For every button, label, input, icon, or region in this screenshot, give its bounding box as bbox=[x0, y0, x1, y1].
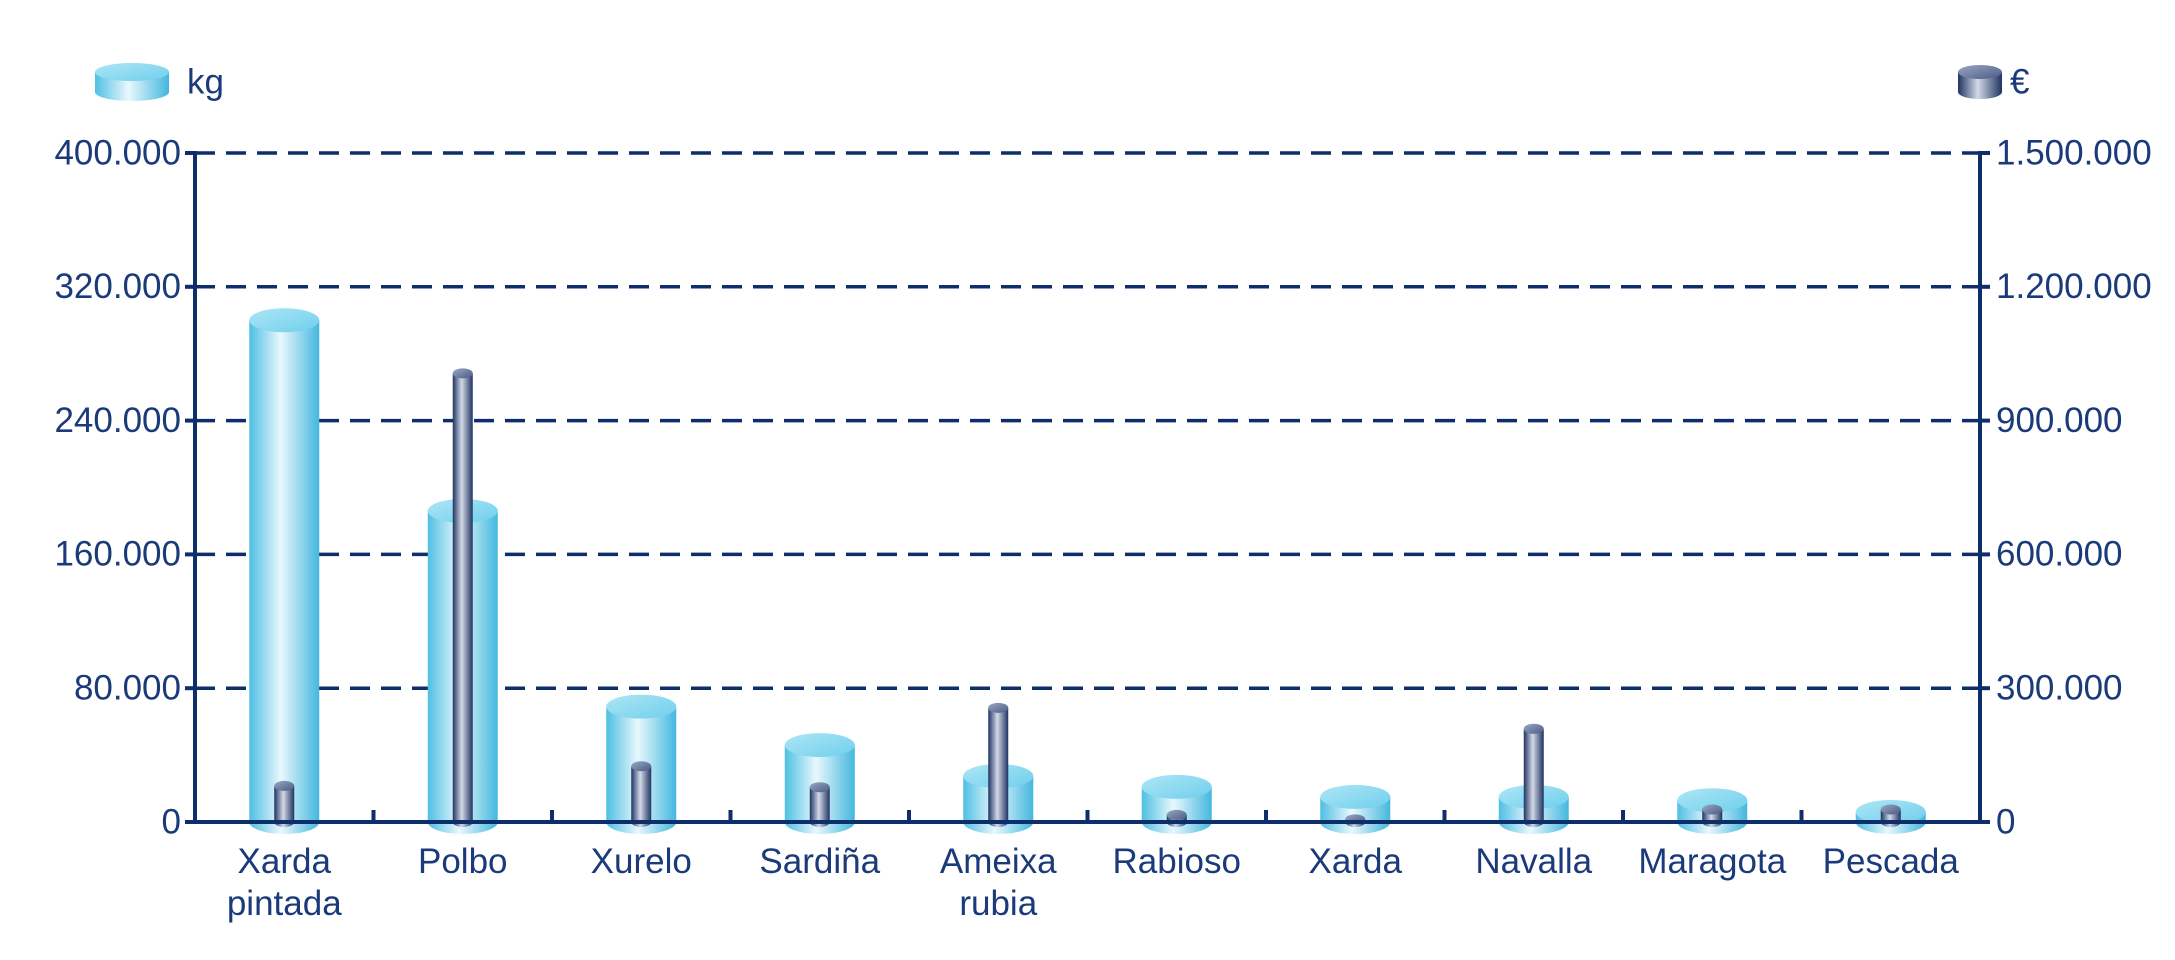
cylinder-top bbox=[809, 782, 830, 793]
x-tick-label: Rabioso bbox=[1113, 842, 1241, 881]
cylinder-bar bbox=[249, 308, 320, 834]
legend-icon-top bbox=[1958, 65, 2002, 79]
cylinder-top bbox=[631, 761, 652, 772]
x-tick-label: Navalla bbox=[1475, 842, 1592, 881]
x-tick-label: Xurelo bbox=[591, 842, 692, 881]
cylinder-bar bbox=[1677, 788, 1748, 834]
cylinder-bar bbox=[274, 780, 295, 828]
y-tick-label: 240.000 bbox=[54, 401, 181, 440]
x-tick-label: Sardiña bbox=[759, 842, 880, 881]
y-tick-label: 400.000 bbox=[54, 133, 181, 172]
cylinder-top bbox=[1141, 774, 1212, 799]
cylinder-bar bbox=[1166, 809, 1187, 828]
y2-tick-label: 300.000 bbox=[1996, 668, 2123, 707]
cylinder-bar bbox=[631, 761, 652, 828]
x-tick-label: Polbo bbox=[418, 842, 508, 881]
cylinder-top bbox=[1880, 804, 1901, 815]
cylinder-top bbox=[1166, 809, 1187, 820]
x-tick-label: Xarda pintada bbox=[227, 842, 342, 923]
cylinder-bar bbox=[809, 782, 830, 828]
y-tick-label: 0 bbox=[162, 802, 181, 841]
cylinder-body bbox=[988, 707, 1009, 828]
cylinder-top bbox=[1702, 804, 1723, 815]
cylinder-bar bbox=[452, 368, 473, 828]
x-tick-label: Maragota bbox=[1638, 842, 1786, 881]
y-tick-label: 160.000 bbox=[54, 535, 181, 574]
legend-icon-top bbox=[95, 63, 169, 81]
x-tick-label: Xarda bbox=[1309, 842, 1403, 881]
y2-tick-label: 1.200.000 bbox=[1996, 267, 2152, 306]
cylinder-top bbox=[606, 694, 677, 719]
cylinder-top bbox=[274, 780, 295, 791]
x-tick-label: Pescada bbox=[1823, 842, 1960, 881]
x-tick-label: Ameixa rubia bbox=[940, 842, 1057, 923]
cylinder-top bbox=[1320, 784, 1391, 809]
legend-icon bbox=[1958, 72, 2002, 99]
cylinder-top bbox=[249, 308, 320, 333]
cylinder-body bbox=[809, 787, 830, 828]
cylinder-top bbox=[1523, 723, 1544, 734]
cylinder-body bbox=[631, 766, 652, 828]
y2-tick-label: 600.000 bbox=[1996, 535, 2123, 574]
y2-tick-label: 0 bbox=[1996, 802, 2015, 841]
cylinder-top bbox=[452, 368, 473, 379]
cylinder-body bbox=[274, 785, 295, 828]
y2-tick-label: 1.500.000 bbox=[1996, 133, 2152, 172]
cylinder-top bbox=[784, 733, 855, 758]
y-tick-label: 80.000 bbox=[74, 668, 181, 707]
cylinder-body bbox=[249, 320, 320, 834]
cylinder-bar bbox=[1523, 723, 1544, 828]
y-tick-label: 320.000 bbox=[54, 267, 181, 306]
legend-label: kg bbox=[187, 62, 224, 101]
y2-tick-label: 900.000 bbox=[1996, 401, 2123, 440]
cylinder-top bbox=[988, 702, 1009, 713]
cylinder-top bbox=[1677, 788, 1748, 813]
cylinder-body bbox=[1523, 728, 1544, 828]
cylinder-body bbox=[452, 373, 473, 828]
legend-label: € bbox=[2010, 62, 2029, 101]
cylinder-bar bbox=[988, 702, 1009, 828]
